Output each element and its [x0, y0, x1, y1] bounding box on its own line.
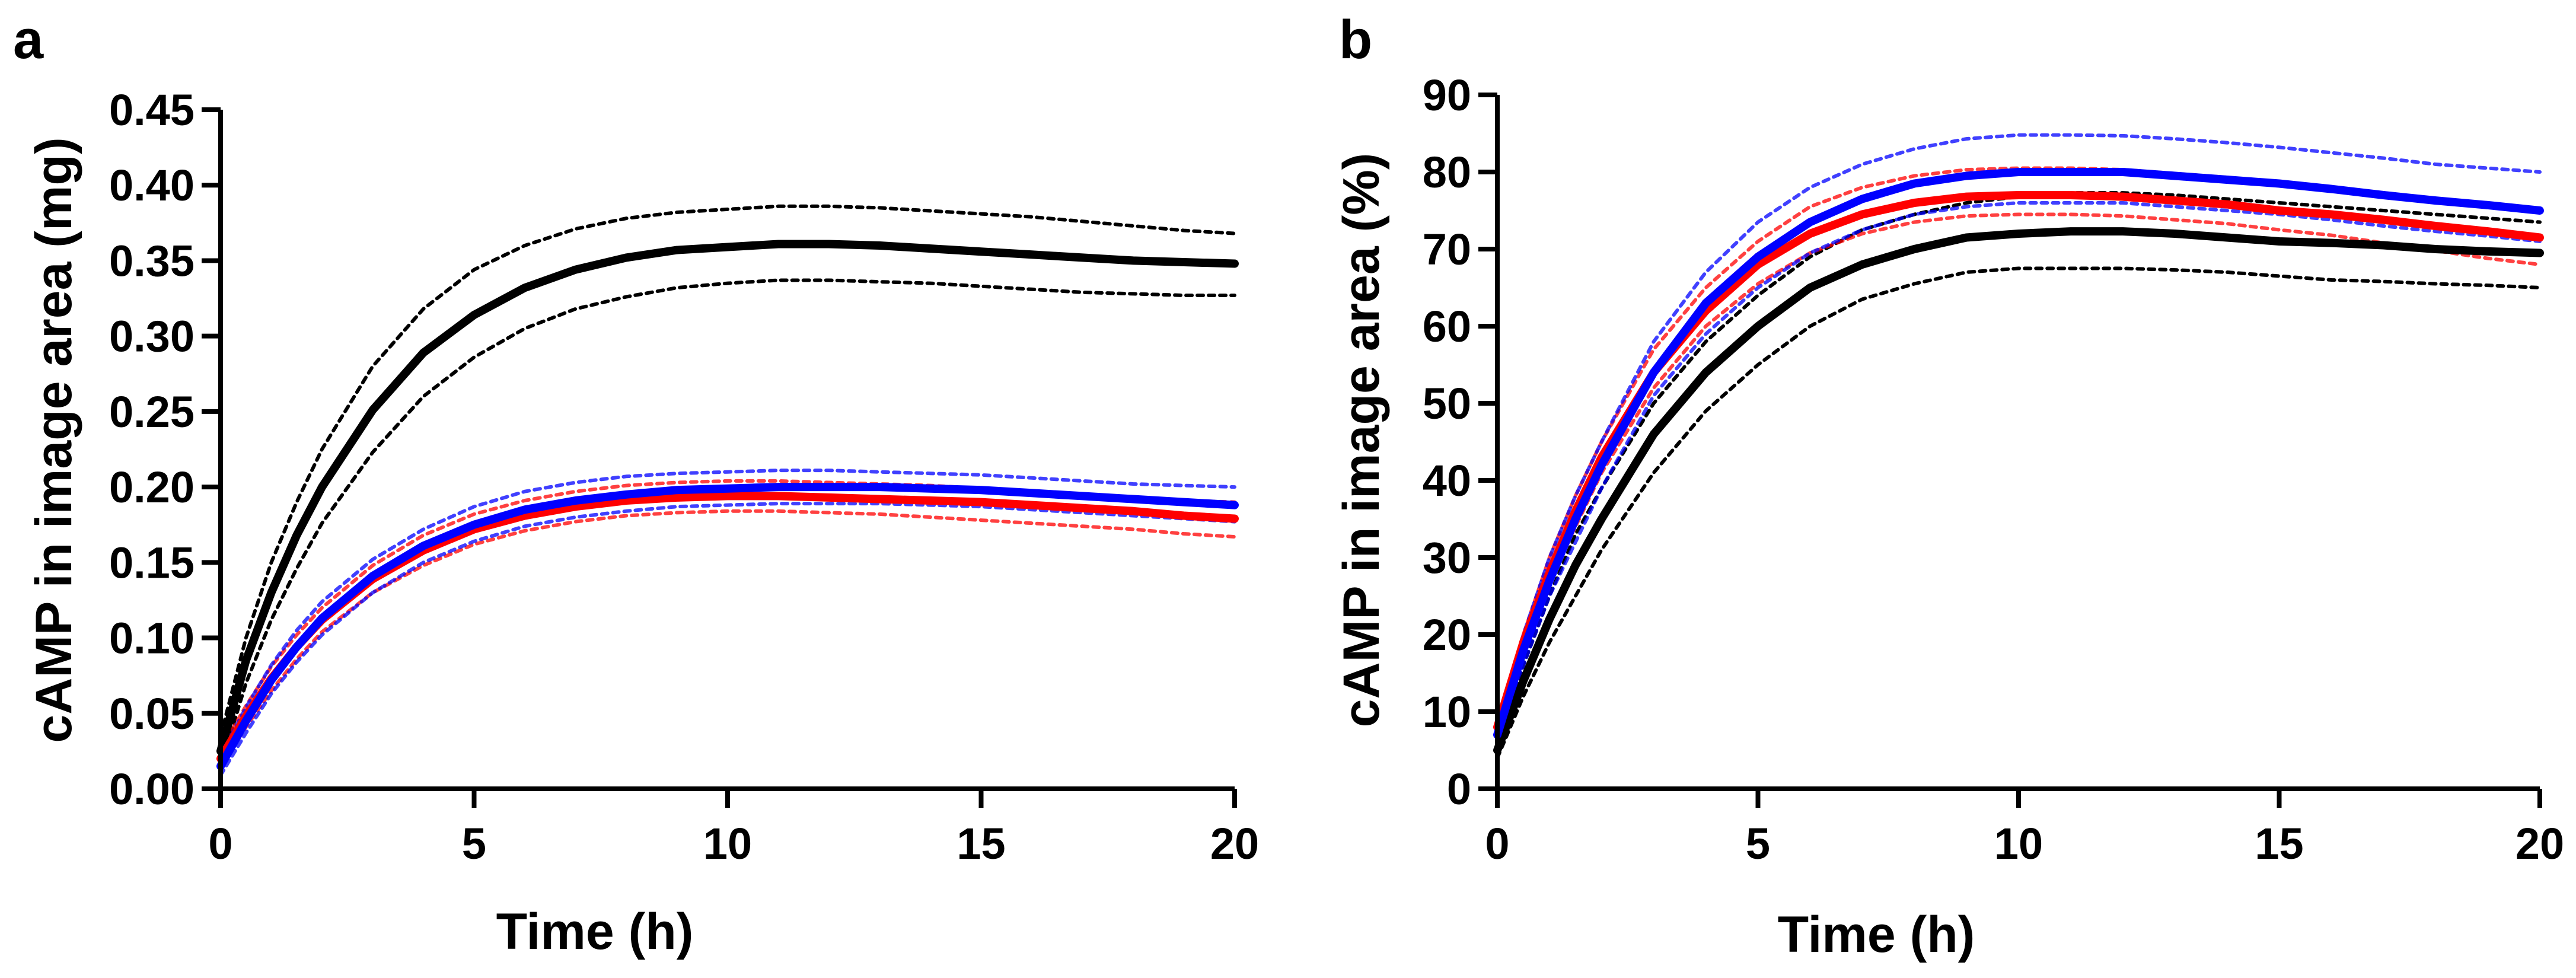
panel-a-series-black-lower — [219, 278, 1236, 768]
panel-a-series-blue-lower — [219, 502, 1236, 778]
panel-b-y-tick-label: 50 — [1423, 379, 1471, 428]
panel-b-series-black-lower — [1496, 266, 2542, 760]
panel-b-series — [1493, 133, 2544, 760]
panel-label-a: a — [13, 9, 44, 70]
panel-b-series-red-mean — [1493, 191, 2544, 731]
panel-a-series-red-lower — [219, 509, 1236, 770]
panel-a-x-axis-title: Time (h) — [496, 903, 694, 960]
panel-a-series-black-upper — [219, 204, 1236, 738]
panel-b-series-black-upper — [1496, 191, 2542, 744]
panel-b-y-tick-label: 70 — [1423, 225, 1471, 274]
panel-a-x-tick-label: 10 — [703, 819, 752, 868]
panel-b-x-tick-label: 15 — [2255, 819, 2303, 868]
panel-a-y-tick-label: 0.10 — [109, 614, 195, 663]
panel-a-x-tick-label: 20 — [1210, 819, 1259, 868]
panel-b-y-axis-title: cAMP in image area (%) — [1333, 153, 1390, 728]
panel-b: b 0 10 20 30 40 50 60 70 80 90 0 5 10 15 20 Time (h) c… — [1333, 9, 2564, 963]
panel-a-y-tick-label: 0.25 — [109, 387, 195, 437]
panel-b-y-tick-label: 0 — [1447, 764, 1471, 814]
panel-b-y-tick-label: 20 — [1423, 610, 1471, 660]
panel-a-y-axis-title: cAMP in image area (mg) — [25, 137, 82, 743]
panel-a-x-tick-label: 0 — [208, 819, 232, 868]
panel-a-axes: 0.00 0.05 0.10 0.15 0.20 0.25 0.30 0.35 0.40 0.45… — [109, 85, 1259, 868]
panel-b-series-blue-mean — [1493, 168, 2544, 739]
panel-b-x-tick-label: 0 — [1485, 819, 1509, 868]
panel-b-y-tick-label: 30 — [1423, 533, 1471, 582]
panel-a-series-red-upper — [219, 479, 1236, 751]
panel-a-x-tick-label: 5 — [462, 819, 486, 868]
panel-b-y-tick-label: 10 — [1423, 687, 1471, 737]
panel-b-x-tick-label: 20 — [2516, 819, 2564, 868]
panel-b-series-red-lower — [1496, 212, 2542, 737]
panel-b-series-blue-lower — [1496, 201, 2542, 744]
panel-a-y-tick-label: 0.05 — [109, 689, 195, 738]
panel-a-x-tick-label: 15 — [957, 819, 1005, 868]
panel-b-series-red-upper — [1496, 166, 2542, 721]
panel-a: a 0.000.050.100.150.200.250.300.350.400.… — [13, 9, 1259, 960]
panel-a-y-tick-label: 0.40 — [109, 161, 195, 210]
panel-a-y-tick-label: 0.15 — [109, 538, 195, 587]
panel-b-y-tick-label: 80 — [1423, 148, 1471, 197]
panel-a-series-black-mean — [216, 240, 1239, 756]
panel-a-y-tick-label: 0.30 — [109, 312, 195, 361]
panel-b-axes: 0 10 20 30 40 50 60 70 80 90 0 5 10 15 20 — [1423, 71, 2564, 868]
panel-a-y-tick-label: 0.35 — [109, 236, 195, 285]
panel-b-y-tick-label: 60 — [1423, 302, 1471, 351]
panel-b-series-black-mean — [1493, 227, 2544, 754]
panel-a-series — [216, 204, 1239, 778]
panel-b-y-tick-label: 40 — [1423, 456, 1471, 505]
panel-b-x-tick-label: 10 — [1994, 819, 2043, 868]
panel-a-y-tick-label: 0.20 — [109, 463, 195, 512]
panel-a-series-blue-mean — [216, 483, 1239, 770]
panel-b-x-axis-title: Time (h) — [1778, 906, 1975, 963]
panel-a-series-red-mean — [216, 492, 1239, 763]
panel-a-y-tick-label: 0.00 — [109, 764, 195, 814]
panel-a-series-blue-upper — [219, 469, 1236, 757]
panel-b-y-tick-label: 90 — [1423, 71, 1471, 120]
panel-label-b: b — [1339, 9, 1372, 70]
panel-b-x-tick-label: 5 — [1746, 819, 1770, 868]
panel-a-y-tick-label: 0.45 — [109, 85, 195, 135]
panel-b-series-blue-upper — [1496, 133, 2542, 729]
